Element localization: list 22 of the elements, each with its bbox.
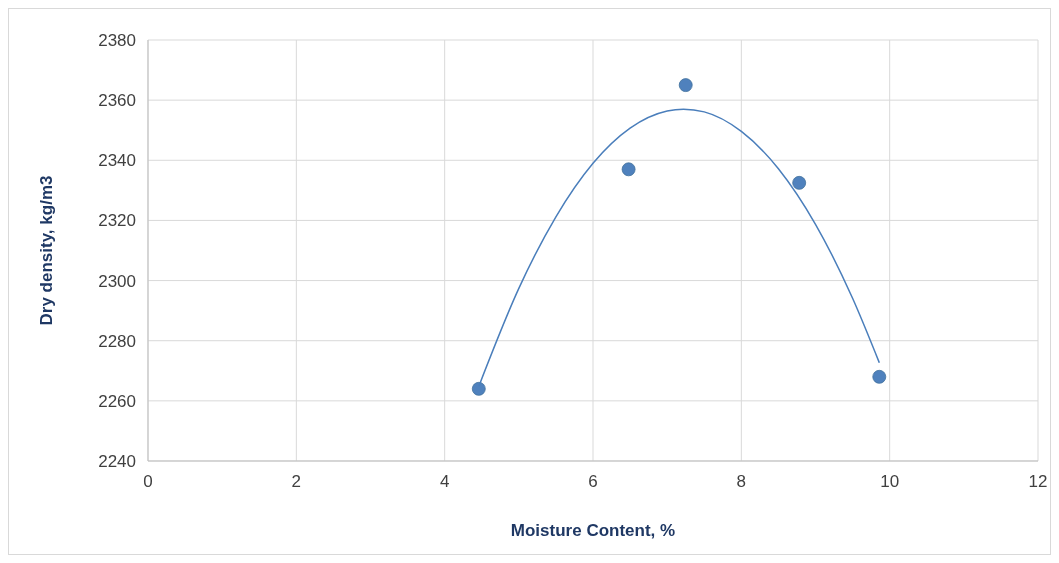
x-tick-label: 12 xyxy=(1028,472,1048,491)
point xyxy=(792,175,807,190)
point xyxy=(678,78,693,93)
y-tick-label: 2360 xyxy=(98,91,136,111)
y-tick-label: 2340 xyxy=(98,151,136,171)
x-axis-title: Moisture Content, % xyxy=(510,521,676,540)
x-tick-label: 0 xyxy=(143,472,153,491)
y-tick-label: 2380 xyxy=(98,31,136,50)
x-tick-label: 2 xyxy=(291,472,302,491)
y-tick-label: 2240 xyxy=(98,452,136,471)
y-tick-label: 2320 xyxy=(98,211,136,231)
y-axis-title: Dry density, kg/m3 xyxy=(37,175,56,326)
y-tick-label: 2260 xyxy=(98,391,136,411)
y-tick-label: 2300 xyxy=(98,271,136,291)
x-tick-label: 4 xyxy=(439,472,450,491)
x-tick-label: 6 xyxy=(588,472,598,491)
point xyxy=(872,369,887,384)
y-tick-label: 2280 xyxy=(98,331,136,351)
point xyxy=(471,381,486,396)
point xyxy=(621,162,636,177)
x-tick-label: 8 xyxy=(736,472,747,491)
x-tick-label: 10 xyxy=(880,472,900,491)
